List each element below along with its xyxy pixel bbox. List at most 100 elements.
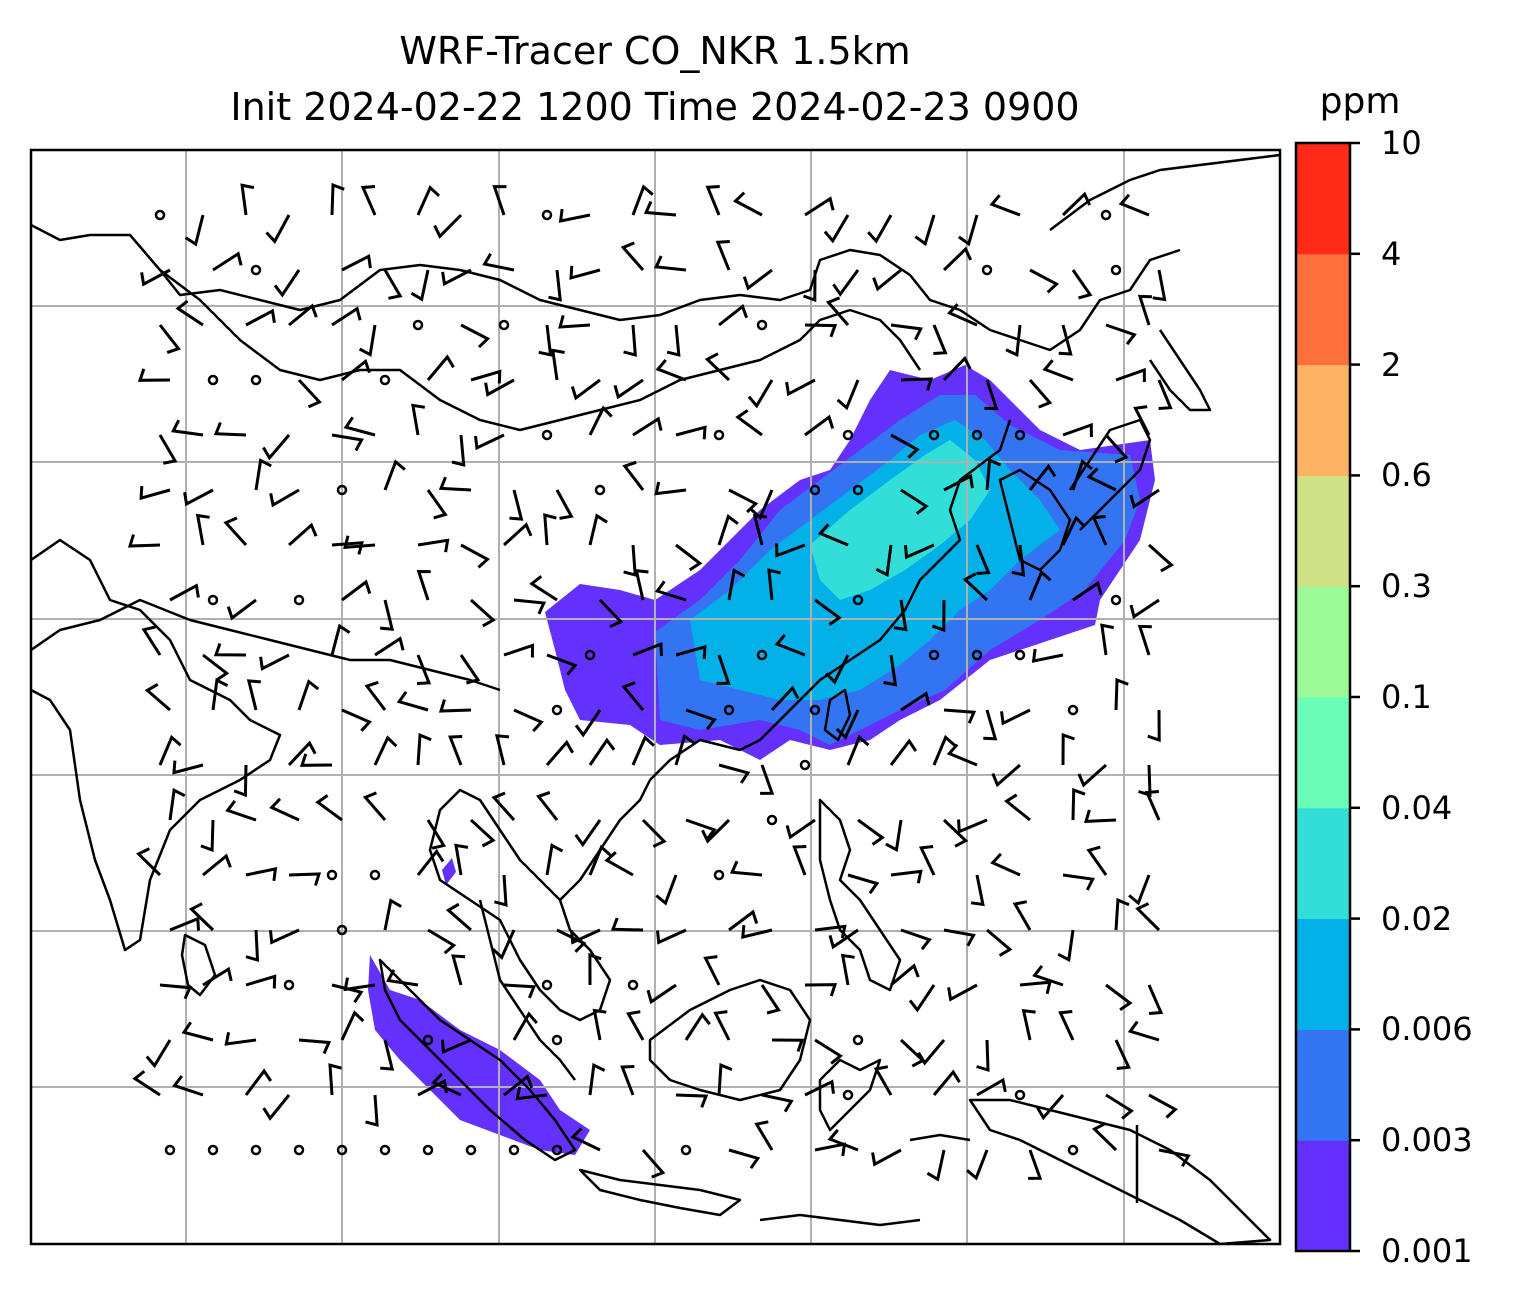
wind-barb xyxy=(213,421,247,437)
wind-barb xyxy=(491,929,516,960)
wind-barb xyxy=(448,735,463,766)
wind-barb xyxy=(380,1039,395,1071)
wind-barb xyxy=(835,709,860,740)
wind-barb xyxy=(986,928,1013,957)
calm-wind-marker xyxy=(852,1034,864,1046)
wind-barb xyxy=(288,872,322,886)
wind-barb xyxy=(469,818,496,848)
colorbar-segment xyxy=(1296,807,1350,920)
wind-barb xyxy=(760,984,782,1015)
wind-barb xyxy=(942,246,973,272)
coastline-lesser-sunda xyxy=(759,1133,971,1227)
wind-barb xyxy=(188,902,215,932)
colorbar-segment xyxy=(1296,918,1350,1030)
wind-barb xyxy=(713,1010,731,1041)
calm-wind-marker xyxy=(541,429,553,441)
wind-barb xyxy=(832,269,860,297)
wind-barb xyxy=(246,679,261,711)
wind-barb xyxy=(223,516,248,547)
calm-wind-marker xyxy=(250,374,262,386)
calm-wind-marker xyxy=(551,704,563,716)
calm-wind-marker xyxy=(422,1034,434,1046)
wind-barb xyxy=(341,254,372,272)
wind-barb xyxy=(169,583,200,602)
wind-barb xyxy=(588,844,612,876)
wind-barb xyxy=(331,541,364,555)
wind-barb xyxy=(503,983,537,999)
coastline-sri-lanka xyxy=(180,933,217,997)
wind-barb xyxy=(1028,1149,1043,1180)
wind-barb xyxy=(684,1012,711,1041)
wind-barb xyxy=(298,1038,332,1055)
calm-wind-marker xyxy=(326,869,338,881)
wind-barb xyxy=(427,928,457,955)
calm-wind-marker xyxy=(207,1144,219,1156)
calm-wind-marker xyxy=(551,1034,563,1046)
wind-barb xyxy=(675,1093,709,1108)
wind-barb xyxy=(202,966,233,987)
wind-barb xyxy=(1129,488,1160,509)
wind-barb xyxy=(975,544,991,575)
wind-barb xyxy=(158,434,178,465)
wind-barb xyxy=(760,764,775,795)
wind-barb xyxy=(985,457,1002,491)
wind-barb xyxy=(674,733,696,766)
calm-wind-marker xyxy=(154,209,166,221)
calm-wind-marker xyxy=(412,319,424,331)
colorbar-tick-label: 0.006 xyxy=(1381,1010,1473,1049)
wind-barb xyxy=(620,1065,635,1096)
colorbar-segment xyxy=(1296,143,1350,255)
calm-wind-marker xyxy=(379,374,391,386)
wind-barb xyxy=(139,486,171,501)
wind-barb xyxy=(754,1120,774,1151)
wind-barb xyxy=(383,898,402,931)
wind-barb xyxy=(168,788,186,821)
wind-barb xyxy=(802,269,817,303)
calm-wind-marker xyxy=(723,704,735,716)
wind-barb xyxy=(836,379,860,411)
wind-barb xyxy=(666,324,681,357)
wind-barb xyxy=(675,543,703,572)
wind-barb xyxy=(1115,367,1146,383)
wind-barb xyxy=(482,252,515,272)
wind-barb xyxy=(613,378,644,400)
colorbar-tick-label: 2 xyxy=(1381,345,1402,384)
wind-barb xyxy=(622,460,645,491)
title-line-1: WRF-Tracer CO_NKR 1.5km xyxy=(399,29,911,73)
wind-barb xyxy=(545,739,574,766)
wind-barb xyxy=(460,323,491,349)
wind-barb xyxy=(1148,1093,1178,1119)
calm-wind-marker xyxy=(250,1144,262,1156)
wind-barb xyxy=(269,797,300,822)
wind-barb xyxy=(632,416,663,437)
wind-barb xyxy=(942,355,972,382)
wind-barb xyxy=(1133,405,1151,436)
wind-barb xyxy=(515,1086,548,1101)
calm-wind-marker xyxy=(842,1089,854,1101)
wind-barb xyxy=(183,488,214,507)
wind-barb xyxy=(976,1077,1007,1097)
calm-wind-marker xyxy=(498,319,510,331)
wind-barb xyxy=(890,869,923,884)
wind-barb xyxy=(538,324,553,357)
wind-barb xyxy=(343,535,376,550)
wind-barb xyxy=(245,929,260,963)
wind-barb xyxy=(1031,648,1064,663)
wind-barb xyxy=(569,265,601,280)
coastline-malay-peninsula xyxy=(478,899,576,1081)
wind-barbs xyxy=(127,182,1191,1182)
colorbar-tick-label: 0.003 xyxy=(1381,1121,1473,1160)
wind-barb xyxy=(1158,1148,1191,1167)
wind-barb xyxy=(610,917,644,932)
wind-barb xyxy=(558,315,591,329)
wind-barb xyxy=(509,489,524,521)
calm-wind-marker xyxy=(1110,594,1122,606)
coastlines-and-borders xyxy=(31,153,1280,1244)
wind-barb xyxy=(976,1039,990,1073)
wind-barb xyxy=(1012,900,1032,931)
wind-barb xyxy=(1086,467,1117,492)
wind-barb xyxy=(470,369,502,384)
wind-barb xyxy=(459,654,481,685)
wind-barb xyxy=(213,643,247,657)
wind-barb xyxy=(287,740,317,767)
